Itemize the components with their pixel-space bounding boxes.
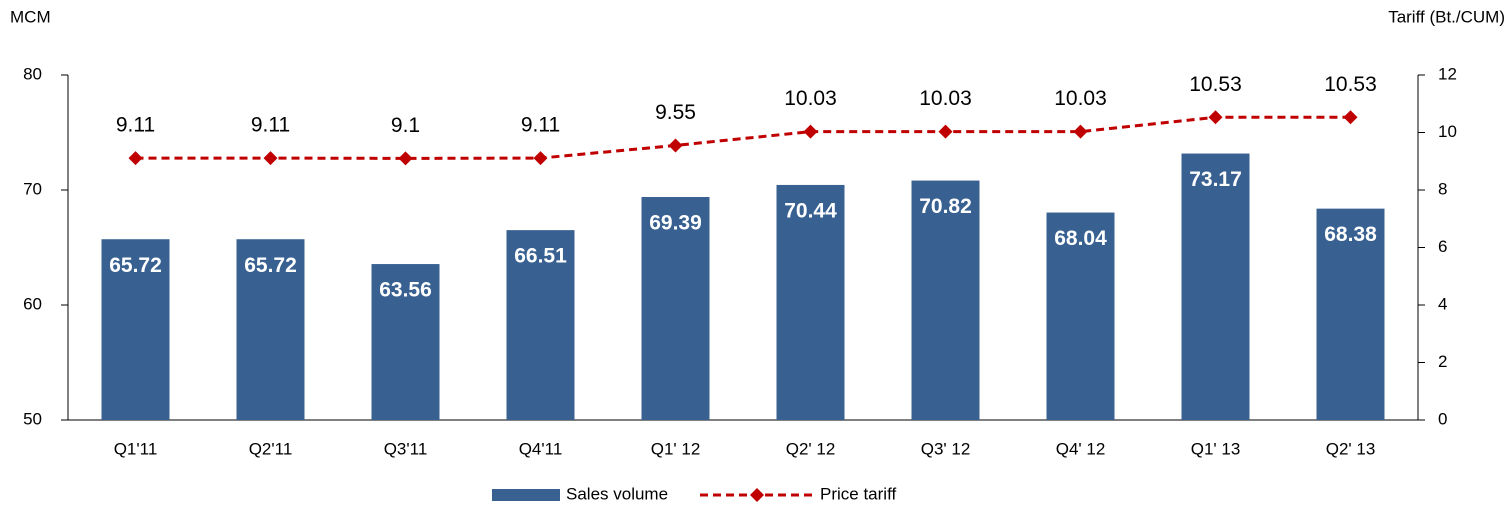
line-value-label: 9.11 — [521, 114, 560, 137]
line-marker — [668, 138, 683, 153]
x-tick-label: Q1' 13 — [1191, 439, 1241, 458]
y2-tick-label: 10 — [1438, 122, 1457, 141]
x-tick-label: Q2' 12 — [786, 439, 836, 458]
line-marker — [263, 151, 278, 166]
x-tick-label: Q3' 12 — [921, 439, 971, 458]
y-tick-label: 80 — [23, 64, 42, 83]
x-tick-label: Q1' 12 — [651, 439, 701, 458]
legend-swatch-marker — [750, 488, 764, 502]
line-marker — [1343, 110, 1358, 125]
bar — [506, 230, 575, 420]
y2-tick-label: 0 — [1438, 409, 1447, 428]
bar — [641, 197, 710, 420]
legend-label: Sales volume — [566, 484, 668, 503]
y-axis-title: MCM — [10, 7, 51, 26]
line-marker — [1208, 110, 1223, 125]
bar-value-label: 69.39 — [649, 212, 702, 235]
legend-label: Price tariff — [820, 484, 896, 503]
line-value-label: 10.03 — [784, 87, 837, 110]
line-marker — [533, 151, 548, 166]
line-value-label: 10.03 — [1054, 87, 1107, 110]
line-marker — [398, 151, 413, 166]
bar — [101, 239, 170, 420]
bar-value-label: 65.72 — [244, 254, 297, 277]
y2-tick-label: 2 — [1438, 352, 1447, 371]
line — [135, 115, 1351, 160]
x-tick-label: Q1'11 — [114, 439, 158, 458]
bar-value-label: 66.51 — [514, 245, 567, 268]
y2-tick-label: 12 — [1438, 64, 1457, 83]
bar — [1181, 153, 1250, 421]
bar-value-label: 70.82 — [919, 195, 972, 218]
x-tick-label: Q2' 13 — [1326, 439, 1376, 458]
y-tick-label: 70 — [23, 179, 42, 198]
y2-tick-label: 4 — [1438, 294, 1447, 313]
x-tick-label: Q4'11 — [519, 439, 563, 458]
bar — [371, 264, 440, 420]
bar — [776, 184, 845, 420]
y2-tick-label: 6 — [1438, 237, 1447, 256]
legend-swatch — [492, 489, 560, 501]
bar-value-label: 63.56 — [379, 279, 432, 302]
bar-value-label: 73.17 — [1189, 168, 1242, 191]
x-tick-label: Q4' 12 — [1056, 439, 1106, 458]
bar-value-label: 68.38 — [1324, 223, 1377, 246]
line-value-label: 10.53 — [1189, 73, 1242, 96]
line-value-label: 9.11 — [116, 114, 155, 137]
bar — [236, 239, 305, 420]
line-value-label: 9.1 — [391, 114, 420, 137]
x-tick-label: Q3'11 — [384, 439, 428, 458]
line-marker — [803, 124, 818, 139]
line-marker — [128, 151, 143, 166]
y-tick-label: 50 — [23, 409, 42, 428]
line-value-label: 10.53 — [1324, 73, 1377, 96]
bar-value-label: 70.44 — [784, 199, 837, 222]
bar — [911, 180, 980, 420]
line-value-label: 10.03 — [919, 87, 972, 110]
line-marker — [938, 124, 953, 139]
x-tick-label: Q2'11 — [249, 439, 293, 458]
line-value-label: 9.11 — [251, 114, 290, 137]
y2-tick-label: 8 — [1438, 179, 1447, 198]
y-tick-label: 60 — [23, 294, 42, 313]
y2-axis-title: Tariff (Bt./CUM) — [1388, 7, 1505, 26]
line-value-label: 9.55 — [655, 101, 696, 124]
bar — [1046, 212, 1115, 420]
bar-value-label: 65.72 — [109, 254, 162, 277]
bar-value-label: 68.04 — [1054, 227, 1107, 250]
bar — [1316, 208, 1385, 420]
line-marker — [1073, 124, 1088, 139]
